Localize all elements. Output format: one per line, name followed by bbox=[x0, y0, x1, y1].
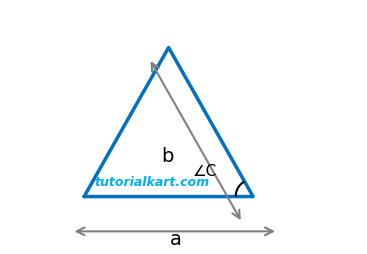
Text: ∠C: ∠C bbox=[193, 164, 217, 179]
Text: b: b bbox=[161, 147, 174, 166]
Text: a: a bbox=[170, 230, 182, 249]
Text: tutorialkart.com: tutorialkart.com bbox=[94, 176, 209, 189]
